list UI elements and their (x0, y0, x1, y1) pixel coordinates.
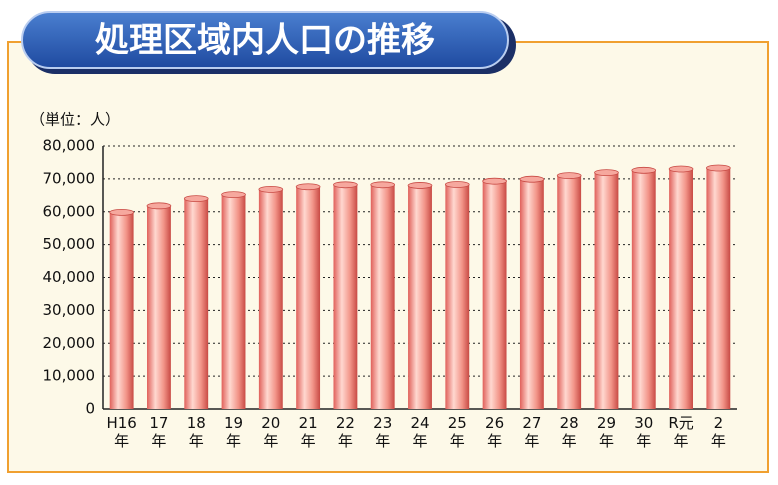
x-tick-line: 30 (634, 414, 653, 432)
x-tick-label: 21 年 (299, 414, 318, 450)
x-tick-line: 年 (114, 432, 129, 450)
x-tick-label: R元年 (668, 414, 693, 450)
y-tick-label: 30,000 (43, 301, 96, 319)
bar-cap (594, 169, 619, 177)
bar (631, 170, 656, 409)
y-tick-label: 20,000 (43, 334, 96, 352)
x-tick-line: 25 (448, 414, 467, 432)
x-tick-line: 年 (487, 432, 502, 450)
y-tick-label: 80,000 (43, 137, 96, 155)
bar (519, 179, 544, 409)
bar-cap (295, 183, 321, 191)
y-tick-label: 40,000 (43, 268, 96, 286)
x-tick-line: 年 (338, 432, 353, 450)
bar-cap (519, 175, 545, 183)
bar-cap (370, 181, 396, 189)
x-tick-line: 29 (597, 414, 616, 432)
bar (258, 189, 283, 409)
bar (482, 181, 507, 409)
x-tick-line: 22 (336, 414, 355, 432)
x-tick-label: 30 年 (634, 414, 653, 450)
bar-cap (482, 177, 507, 185)
bar-cap (556, 172, 582, 179)
bar-cap (183, 195, 209, 203)
bar-cap (706, 164, 731, 172)
bar-cap (631, 166, 657, 174)
x-tick-line: 年 (189, 432, 204, 450)
x-tick-line: H16 (106, 414, 136, 432)
bar (147, 205, 171, 409)
x-tick-line: 年 (375, 432, 390, 450)
x-tick-line: 年 (524, 432, 539, 450)
x-tick-line: 年 (263, 432, 278, 450)
x-tick-line: 26 (485, 414, 504, 432)
x-tick-line: 23 (373, 414, 392, 432)
y-tick-label: 50,000 (43, 235, 96, 253)
bar-cap (668, 165, 694, 173)
x-tick-line: 19 (224, 414, 243, 432)
x-tick-line: 24 (410, 414, 429, 432)
x-tick-line: 27 (522, 414, 541, 432)
x-tick-label: 24 年 (410, 414, 429, 450)
x-tick-line: 21 (299, 414, 318, 432)
bar (669, 169, 693, 409)
x-tick-label: 20 年 (261, 414, 280, 450)
bar-cap (333, 181, 358, 189)
bar (408, 185, 432, 409)
x-tick-label: 23 年 (373, 414, 392, 450)
y-tick-label: 10,000 (43, 367, 96, 385)
bar-cap (221, 191, 246, 199)
x-tick-label: 17 年 (149, 414, 168, 450)
bar-cap (146, 202, 172, 210)
bar (296, 186, 321, 409)
x-tick-label: 27 年 (522, 414, 541, 450)
x-tick-label: 19 年 (224, 414, 243, 450)
y-tick-label: 60,000 (43, 202, 96, 220)
banner (21, 11, 509, 69)
y-tick-label: 70,000 (43, 169, 96, 187)
bar (557, 175, 582, 409)
x-tick-line: R元 (668, 414, 693, 432)
x-tick-line: 年 (450, 432, 465, 450)
x-tick-line: 年 (226, 432, 241, 450)
x-tick-label: 26 年 (485, 414, 504, 450)
x-tick-line: 年 (599, 432, 614, 450)
x-tick-label: 25 年 (448, 414, 467, 450)
y-tick-label: 0 (85, 400, 95, 418)
bar (221, 194, 246, 409)
bar (333, 184, 358, 409)
chart-title: 処理区域内人口の推移 (95, 21, 435, 61)
bar (109, 212, 134, 409)
x-tick-label: 18 年 (187, 414, 206, 450)
x-tick-label: 28 年 (560, 414, 579, 450)
bar-cap (109, 209, 134, 216)
bar (594, 172, 619, 409)
x-tick-line: 17 (149, 414, 168, 432)
x-tick-line: 28 (560, 414, 579, 432)
x-tick-line: 20 (261, 414, 280, 432)
bar (184, 198, 209, 409)
bar-cap (444, 181, 470, 188)
x-tick-line: 年 (151, 432, 166, 450)
x-tick-label: 29 年 (597, 414, 616, 450)
x-tick-line: 年 (301, 432, 316, 450)
bar-cap (258, 185, 284, 193)
x-tick-line: 18 (187, 414, 206, 432)
x-tick-label: 22 年 (336, 414, 355, 450)
x-tick-line: 年 (711, 432, 726, 450)
x-tick-line: 2 (714, 414, 724, 432)
bar (445, 184, 470, 409)
x-tick-line: 年 (412, 432, 427, 450)
unit-label: （単位：人） (30, 111, 120, 129)
x-tick-label: H16 年 (106, 414, 136, 450)
bar (370, 184, 395, 409)
x-tick-line: 年 (636, 432, 651, 450)
x-tick-line: 年 (562, 432, 577, 450)
bar (706, 168, 731, 409)
bar-cap (407, 182, 433, 189)
x-tick-line: 年 (674, 432, 689, 450)
